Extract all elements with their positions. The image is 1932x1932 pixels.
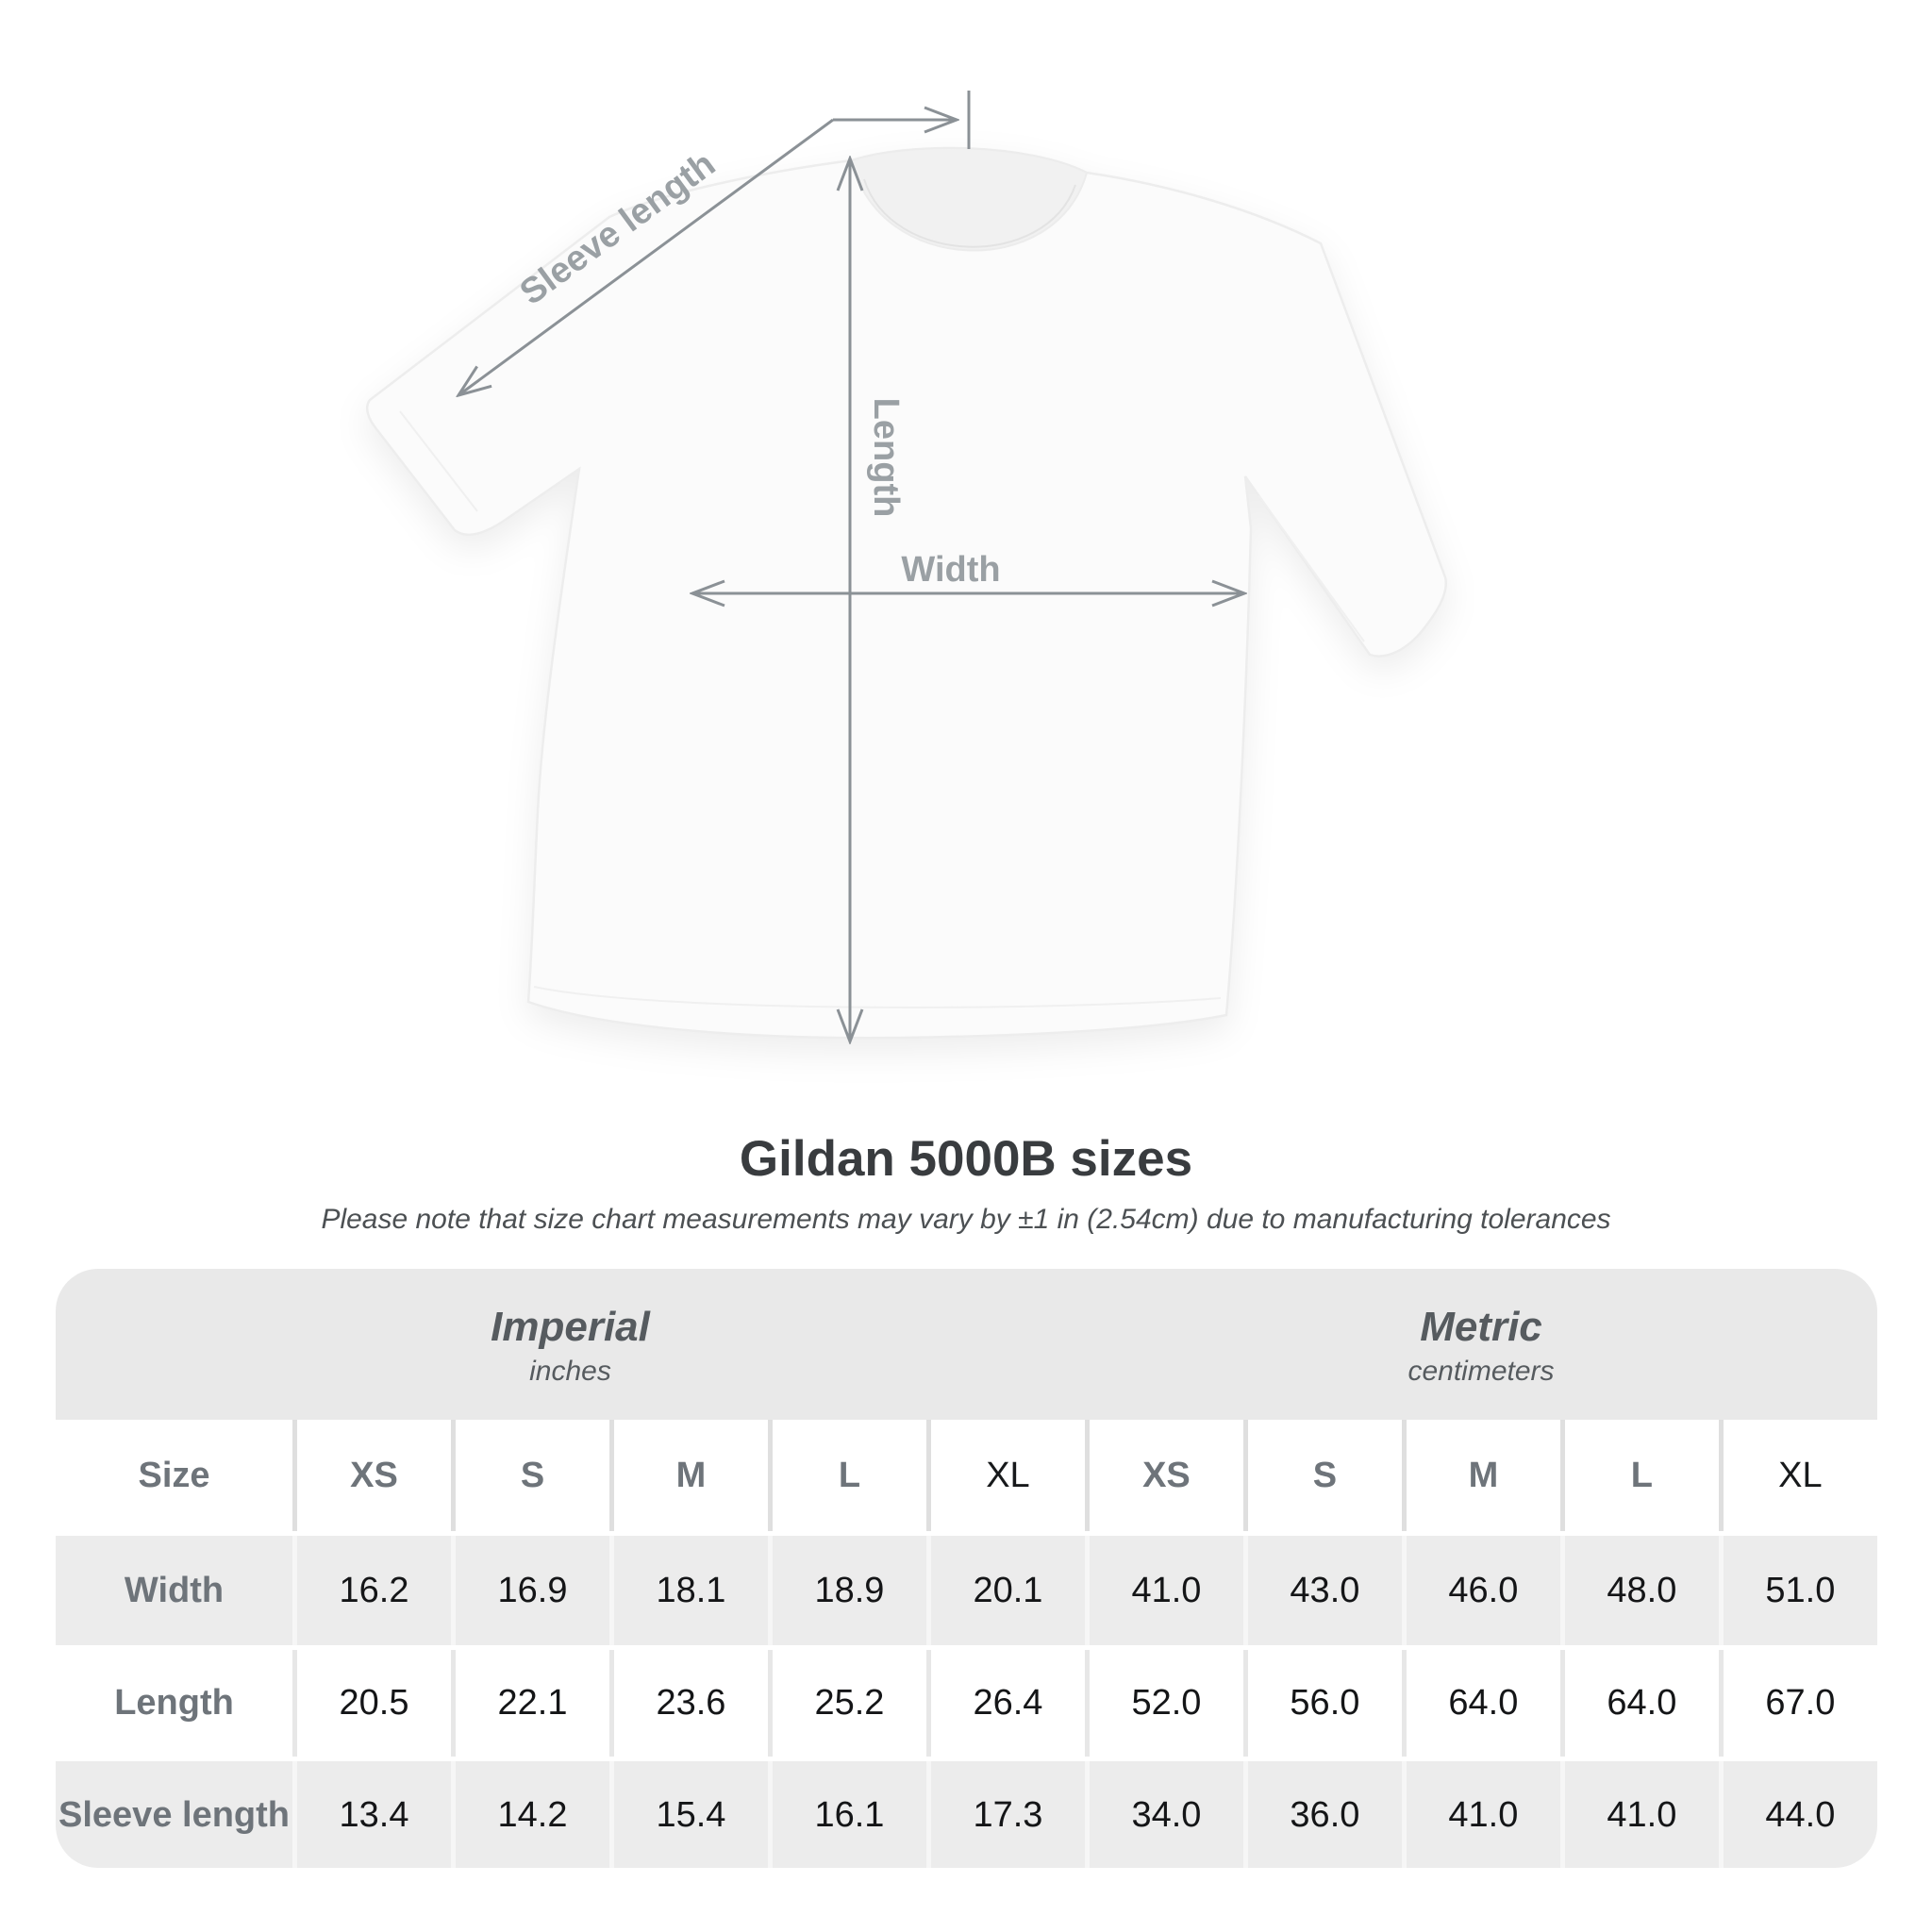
tshirt-diagram: Sleeve length Length Width <box>366 91 1448 1118</box>
metric-size-xl: XL <box>1718 1420 1877 1531</box>
sleeve-measure-diagonal-line <box>458 118 834 395</box>
width-imperial-xl: 20.1 <box>925 1536 1085 1645</box>
tshirt-left-cuff-fold <box>399 410 478 512</box>
sleeve-metric-l: 41.0 <box>1559 1761 1719 1868</box>
length-imperial-m: 23.6 <box>608 1650 768 1757</box>
row-label-sleeve-length: Sleeve length <box>58 1794 290 1835</box>
length-imperial-l: 25.2 <box>767 1650 926 1757</box>
imperial-size-s: S <box>451 1420 609 1531</box>
length-label: Length <box>866 398 906 518</box>
table-row-width: Width 16.2 16.9 18.1 18.9 20.1 41.0 43.0… <box>56 1531 1877 1645</box>
imperial-size-xl: XL <box>925 1420 1085 1531</box>
length-metric-m: 64.0 <box>1401 1650 1560 1757</box>
length-imperial-s: 22.1 <box>451 1650 609 1757</box>
length-metric-xl: 67.0 <box>1718 1650 1877 1757</box>
sleeve-metric-xs: 34.0 <box>1084 1761 1243 1868</box>
imperial-size-xs: XS <box>292 1420 451 1531</box>
width-imperial-l: 18.9 <box>767 1536 926 1645</box>
length-metric-xs: 52.0 <box>1084 1650 1243 1757</box>
width-metric-l: 48.0 <box>1559 1536 1719 1645</box>
table-row-length: Length 20.5 22.1 23.6 25.2 26.4 52.0 56.… <box>56 1645 1877 1757</box>
metric-label: Metric <box>1420 1304 1542 1350</box>
width-metric-xs: 41.0 <box>1084 1536 1243 1645</box>
metric-size-xs: XS <box>1084 1420 1243 1531</box>
width-metric-s: 43.0 <box>1242 1536 1402 1645</box>
length-imperial-xl: 26.4 <box>925 1650 1085 1757</box>
width-metric-xl: 51.0 <box>1718 1536 1877 1645</box>
size-header-row: Size XS S M L XL XS S M L XL <box>56 1420 1877 1531</box>
sleeve-metric-s: 36.0 <box>1242 1761 1402 1868</box>
width-label: Width <box>901 550 1000 590</box>
length-metric-s: 56.0 <box>1242 1650 1402 1757</box>
tshirt-right-cuff-fold <box>1257 494 1365 642</box>
imperial-unit-header: Imperial inches <box>56 1269 1085 1420</box>
sleeve-metric-xl: 44.0 <box>1718 1761 1877 1868</box>
sleeve-imperial-xl: 17.3 <box>925 1761 1085 1868</box>
size-column-header: Size <box>138 1455 210 1495</box>
length-metric-l: 64.0 <box>1559 1650 1719 1757</box>
tolerance-note: Please note that size chart measurements… <box>321 1204 1611 1235</box>
metric-unit-header: Metric centimeters <box>1085 1269 1877 1420</box>
width-imperial-m: 18.1 <box>608 1536 768 1645</box>
page-title: Gildan 5000B sizes <box>739 1131 1193 1187</box>
tshirt-collar <box>850 146 1089 252</box>
width-metric-m: 46.0 <box>1401 1536 1560 1645</box>
metric-sublabel: centimeters <box>1407 1356 1555 1387</box>
sleeve-imperial-m: 15.4 <box>608 1761 768 1868</box>
metric-size-m: M <box>1401 1420 1560 1531</box>
width-imperial-s: 16.9 <box>451 1536 609 1645</box>
metric-size-s: S <box>1242 1420 1402 1531</box>
size-table: Imperial inches Metric centimeters Size … <box>56 1269 1877 1868</box>
sleeve-metric-m: 41.0 <box>1401 1761 1560 1868</box>
length-imperial-xs: 20.5 <box>292 1650 451 1757</box>
measurement-lines <box>458 91 1244 1041</box>
unit-band: Imperial inches Metric centimeters <box>56 1269 1877 1420</box>
tshirt-collar-rib <box>863 178 1076 248</box>
width-imperial-xs: 16.2 <box>292 1536 451 1645</box>
row-label-length: Length <box>114 1683 234 1723</box>
imperial-size-m: M <box>608 1420 768 1531</box>
sleeve-imperial-l: 16.1 <box>767 1761 926 1868</box>
imperial-label: Imperial <box>491 1304 650 1350</box>
sleeve-imperial-s: 14.2 <box>451 1761 609 1868</box>
imperial-sublabel: inches <box>529 1356 611 1387</box>
imperial-size-l: L <box>767 1420 926 1531</box>
row-label-width: Width <box>124 1570 225 1610</box>
sleeve-imperial-xs: 13.4 <box>292 1761 451 1868</box>
table-row-sleeve-length: Sleeve length 13.4 14.2 15.4 16.1 17.3 3… <box>56 1757 1877 1868</box>
metric-size-l: L <box>1559 1420 1719 1531</box>
